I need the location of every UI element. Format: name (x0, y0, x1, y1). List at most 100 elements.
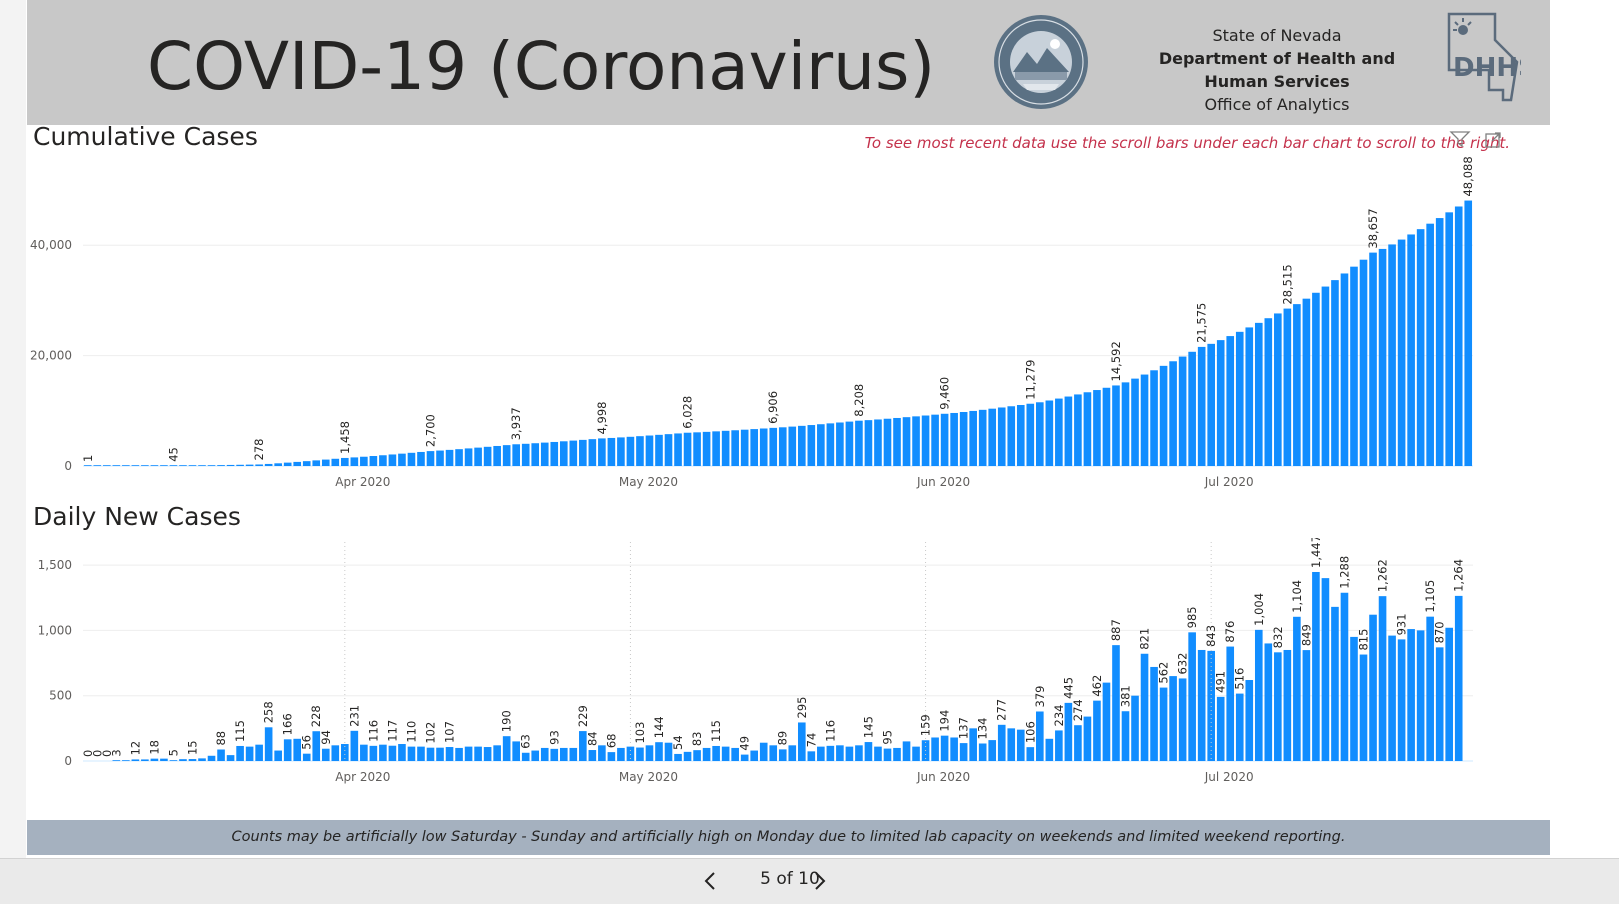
bar[interactable] (502, 736, 511, 761)
bar[interactable] (1254, 629, 1263, 761)
bar[interactable] (388, 745, 397, 761)
bar[interactable] (1140, 374, 1149, 466)
bar[interactable] (388, 454, 397, 466)
bar[interactable] (1178, 356, 1187, 466)
bar[interactable] (179, 759, 187, 761)
bar[interactable] (1150, 666, 1158, 761)
bar[interactable] (788, 745, 797, 761)
bar[interactable] (807, 751, 816, 761)
bar[interactable] (845, 746, 854, 761)
bar[interactable] (1045, 400, 1054, 466)
bar[interactable] (283, 739, 292, 761)
bar[interactable] (1350, 266, 1358, 466)
bar[interactable] (598, 438, 606, 466)
bar[interactable] (1445, 212, 1454, 466)
bar[interactable] (1102, 387, 1111, 466)
bar[interactable] (1026, 747, 1035, 761)
bar[interactable] (912, 746, 920, 761)
bar[interactable] (636, 436, 644, 466)
bar[interactable] (636, 747, 644, 761)
bar[interactable] (1312, 292, 1320, 466)
bar[interactable] (455, 747, 463, 761)
bar[interactable] (712, 431, 720, 466)
bar[interactable] (179, 465, 187, 466)
bar[interactable] (1445, 627, 1454, 761)
bar[interactable] (902, 741, 911, 761)
bar[interactable] (874, 746, 882, 761)
bar[interactable] (1121, 382, 1130, 466)
bar[interactable] (1150, 370, 1158, 466)
bar[interactable] (188, 759, 197, 761)
bar[interactable] (93, 465, 102, 466)
bar[interactable] (274, 463, 282, 466)
bar[interactable] (417, 451, 425, 466)
bar[interactable] (1131, 695, 1139, 761)
bar[interactable] (997, 724, 1006, 761)
bar[interactable] (1407, 234, 1415, 466)
bar[interactable] (464, 746, 473, 761)
chevron-left-icon[interactable] (697, 867, 725, 895)
bar[interactable] (131, 465, 140, 466)
bar[interactable] (1388, 635, 1396, 761)
bar[interactable] (1369, 252, 1377, 466)
bar[interactable] (893, 417, 901, 466)
bar[interactable] (988, 408, 997, 466)
bar[interactable] (1274, 313, 1282, 466)
bar[interactable] (436, 450, 444, 466)
bar[interactable] (102, 465, 111, 466)
bar[interactable] (940, 735, 949, 761)
bar[interactable] (426, 747, 435, 761)
bar[interactable] (1274, 652, 1282, 761)
bar[interactable] (521, 752, 530, 761)
bar[interactable] (217, 465, 225, 466)
bar[interactable] (160, 465, 168, 466)
bar[interactable] (598, 745, 606, 761)
bar[interactable] (1036, 711, 1044, 761)
bar[interactable] (1207, 343, 1215, 466)
bar[interactable] (778, 427, 787, 466)
bar[interactable] (1321, 286, 1330, 466)
bar[interactable] (1369, 614, 1377, 761)
bar[interactable] (797, 425, 806, 466)
bar[interactable] (1216, 340, 1225, 466)
bar[interactable] (731, 430, 739, 466)
bar[interactable] (398, 744, 406, 761)
bar[interactable] (255, 744, 263, 761)
bar[interactable] (1178, 678, 1187, 761)
bar[interactable] (579, 731, 587, 761)
bar[interactable] (1197, 649, 1206, 761)
bar[interactable] (360, 744, 368, 761)
bar[interactable] (826, 745, 835, 761)
bar[interactable] (207, 755, 216, 761)
bar[interactable] (150, 758, 159, 761)
bar[interactable] (807, 425, 816, 466)
bar[interactable] (997, 407, 1006, 466)
bar[interactable] (540, 747, 549, 761)
bar[interactable] (302, 461, 311, 466)
bar[interactable] (198, 465, 206, 466)
bar[interactable] (1245, 327, 1254, 466)
bar[interactable] (1036, 402, 1044, 466)
bar[interactable] (540, 442, 549, 466)
bar[interactable] (664, 434, 673, 466)
bar[interactable] (550, 748, 559, 761)
bar[interactable] (693, 750, 701, 761)
bar[interactable] (645, 745, 654, 761)
bar[interactable] (702, 431, 711, 466)
bar[interactable] (312, 460, 321, 466)
bar[interactable] (407, 452, 416, 466)
bar[interactable] (407, 746, 416, 761)
bar[interactable] (1321, 578, 1330, 761)
bar[interactable] (940, 413, 949, 466)
bar[interactable] (188, 465, 197, 466)
bar[interactable] (1416, 229, 1425, 466)
bar[interactable] (1226, 646, 1235, 761)
bar[interactable] (350, 730, 359, 761)
bar[interactable] (921, 415, 930, 466)
bar[interactable] (1302, 650, 1311, 761)
bar[interactable] (617, 437, 625, 466)
bar[interactable] (160, 758, 168, 761)
bar[interactable] (559, 747, 568, 761)
bar[interactable] (750, 429, 759, 466)
bar[interactable] (588, 750, 597, 761)
